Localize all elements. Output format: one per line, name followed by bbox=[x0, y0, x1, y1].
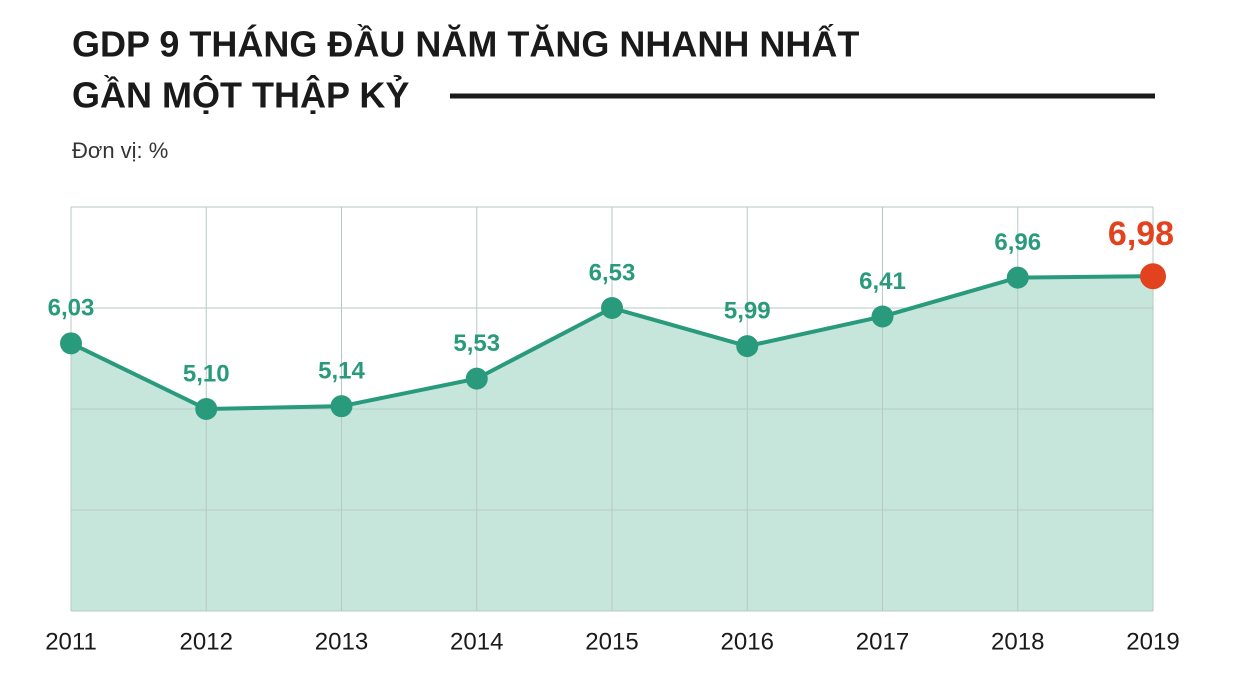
chart-title-line: GẦN MỘT THẬP KỶ bbox=[72, 74, 409, 116]
marker bbox=[195, 398, 218, 420]
value-label: 5,99 bbox=[724, 297, 771, 324]
x-tick-label: 2019 bbox=[1126, 628, 1179, 655]
value-label: 6,53 bbox=[589, 259, 636, 286]
marker bbox=[1006, 266, 1029, 289]
value-label: 6,41 bbox=[859, 268, 906, 295]
x-tick-label: 2014 bbox=[450, 628, 503, 655]
value-label: 6,96 bbox=[994, 229, 1041, 256]
x-tick-label: 2018 bbox=[991, 628, 1044, 655]
marker bbox=[601, 297, 623, 319]
x-tick-label: 2011 bbox=[45, 628, 97, 655]
chart-title-line: GDP 9 THÁNG ĐẦU NĂM TĂNG NHANH NHẤT bbox=[72, 24, 859, 65]
marker bbox=[736, 335, 759, 358]
value-label: 5,53 bbox=[453, 330, 500, 357]
marker bbox=[330, 395, 353, 418]
x-tick-label: 2017 bbox=[856, 628, 909, 655]
x-tick-label: 2016 bbox=[721, 628, 774, 655]
value-label: 5,14 bbox=[318, 358, 365, 385]
value-label: 6,03 bbox=[48, 295, 95, 322]
x-tick-label: 2012 bbox=[180, 628, 233, 655]
chart-subtitle: Đơn vị: % bbox=[72, 138, 168, 163]
marker bbox=[465, 367, 488, 390]
value-label: 5,10 bbox=[183, 360, 230, 387]
x-tick-label: 2015 bbox=[585, 628, 638, 655]
marker bbox=[871, 305, 894, 328]
marker bbox=[60, 332, 82, 355]
marker bbox=[1140, 263, 1166, 290]
x-tick-label: 2013 bbox=[315, 628, 368, 655]
value-label: 6,98 bbox=[1108, 215, 1174, 253]
